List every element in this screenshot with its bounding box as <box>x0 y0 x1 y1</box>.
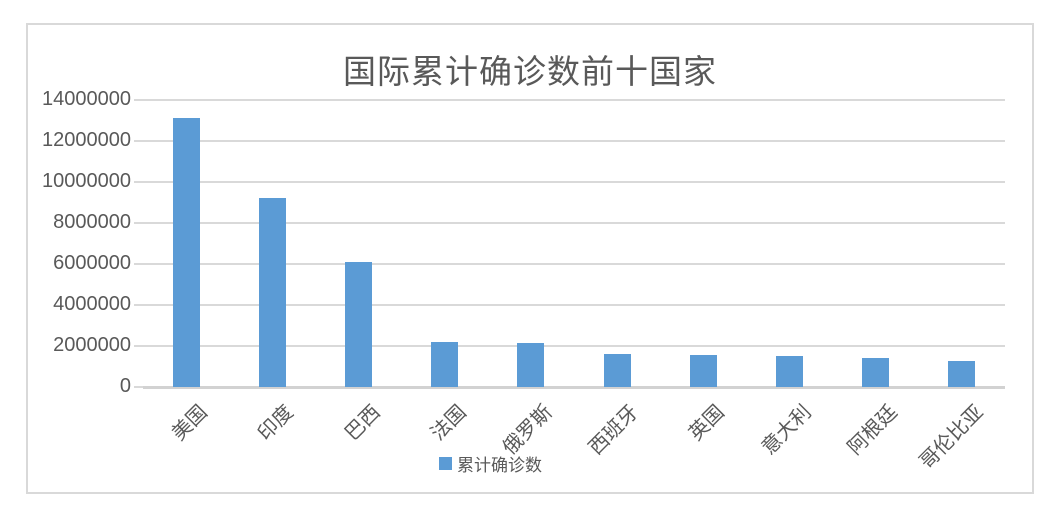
legend-swatch-icon <box>439 457 452 470</box>
y-axis-tick <box>134 263 143 265</box>
gridline <box>143 181 1005 183</box>
y-axis-tick <box>134 345 143 347</box>
x-axis-label: 法国 <box>425 399 471 446</box>
x-axis-label: 印度 <box>252 399 299 446</box>
chart-title: 国际累计确诊数前十国家 <box>343 52 717 91</box>
chart-container: 国际累计确诊数前十国家 0 2000000 4000000 6000000 800000… <box>26 23 1034 494</box>
gridline <box>143 222 1005 224</box>
y-axis-label: 6000000 <box>53 252 131 274</box>
gridline <box>143 304 1005 306</box>
y-axis-label: 12000000 <box>42 129 131 151</box>
x-axis-label: 西班牙 <box>583 399 643 460</box>
y-axis-tick <box>134 140 143 142</box>
y-axis-tick <box>134 222 143 224</box>
x-axis-label: 意大利 <box>755 399 816 460</box>
x-axis-label: 英国 <box>683 399 730 446</box>
y-axis-tick <box>134 386 143 388</box>
y-axis-label: 0 <box>119 375 131 397</box>
gridline <box>143 99 1005 101</box>
bar <box>172 118 200 387</box>
x-axis-label: 哥伦比亚 <box>914 399 988 474</box>
bar <box>948 361 976 387</box>
bar <box>862 358 890 387</box>
gridline <box>143 345 1005 347</box>
y-axis-tick <box>134 304 143 306</box>
y-axis-tick <box>134 181 143 183</box>
x-axis-label: 阿根廷 <box>842 399 902 460</box>
y-axis-label: 8000000 <box>53 211 131 233</box>
bar <box>431 342 459 387</box>
bar <box>258 198 286 387</box>
x-axis-label: 美国 <box>166 399 212 446</box>
gridline <box>143 263 1005 265</box>
bar <box>345 262 372 387</box>
legend: 累计确诊数 <box>439 451 542 476</box>
legend-label: 累计确诊数 <box>457 456 542 476</box>
x-axis-line <box>143 386 1005 389</box>
gridline <box>143 140 1005 142</box>
y-axis-label: 14000000 <box>42 88 131 110</box>
bar <box>689 355 717 387</box>
bar <box>517 343 545 387</box>
x-axis-label: 巴西 <box>339 399 385 446</box>
bar <box>776 356 803 387</box>
y-axis-tick <box>134 99 143 101</box>
y-axis-label: 10000000 <box>42 170 131 192</box>
bar <box>603 354 631 387</box>
y-axis-label: 2000000 <box>53 334 131 356</box>
y-axis-label: 4000000 <box>53 293 131 315</box>
